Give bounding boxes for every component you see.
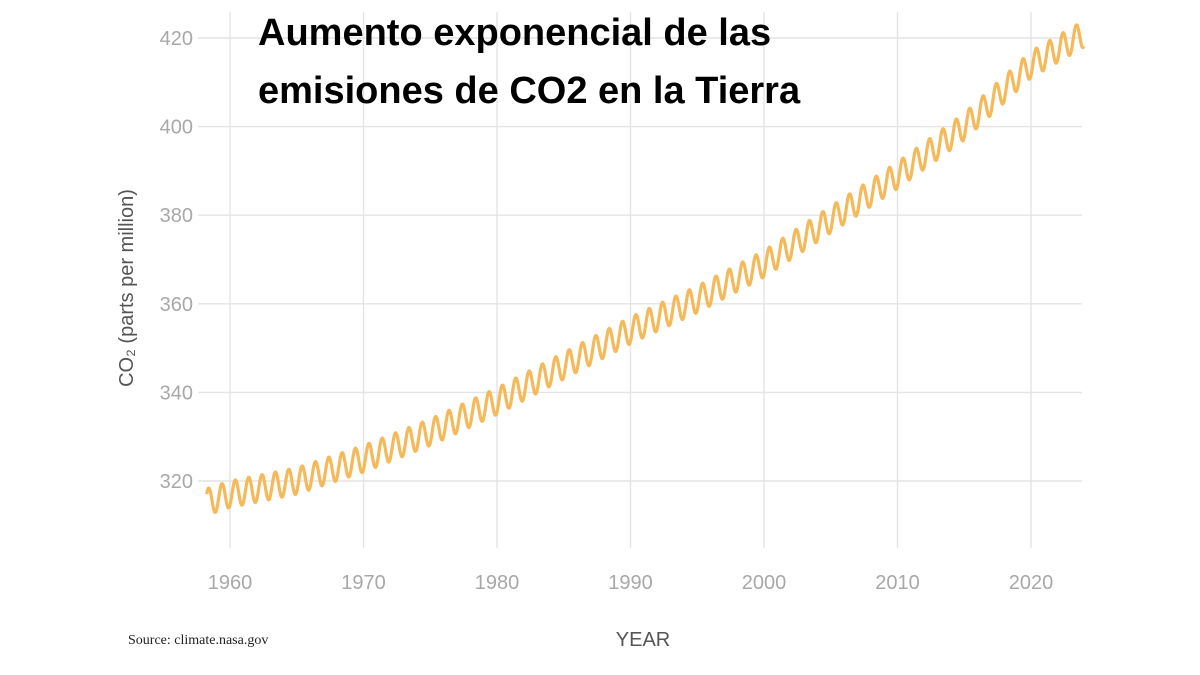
chart-title-line-1: Aumento exponencial de las [258, 12, 771, 54]
chart-title-line-2: emisiones de CO2 en la Tierra [258, 70, 801, 112]
co2-series-line [205, 23, 1086, 514]
y-tick-label: 380 [160, 205, 193, 227]
x-tick-label: 2000 [742, 572, 787, 594]
x-tick-label: 1990 [608, 572, 653, 594]
y-tick-labels: 320 340 360 380 400 420 [160, 28, 193, 493]
y-tick-label: 400 [160, 117, 193, 139]
y-tick-label: 360 [160, 294, 193, 316]
x-tick-label: 1960 [208, 572, 253, 594]
x-tick-label: 1980 [475, 572, 520, 594]
x-tick-label: 1970 [341, 572, 386, 594]
y-tick-label: 420 [160, 28, 193, 50]
y-tick-label: 320 [160, 471, 193, 493]
x-axis-label: YEAR [616, 629, 670, 651]
y-axis-label: CO₂ (parts per million) [116, 189, 138, 387]
x-tick-labels: 1960 1970 1980 1990 2000 2010 2020 [208, 572, 1054, 594]
x-tick-label: 2020 [1009, 572, 1054, 594]
grid-lines [198, 12, 1082, 548]
source-note: Source: climate.nasa.gov [128, 633, 268, 648]
x-tick-label: 2010 [875, 572, 920, 594]
y-tick-label: 340 [160, 382, 193, 404]
